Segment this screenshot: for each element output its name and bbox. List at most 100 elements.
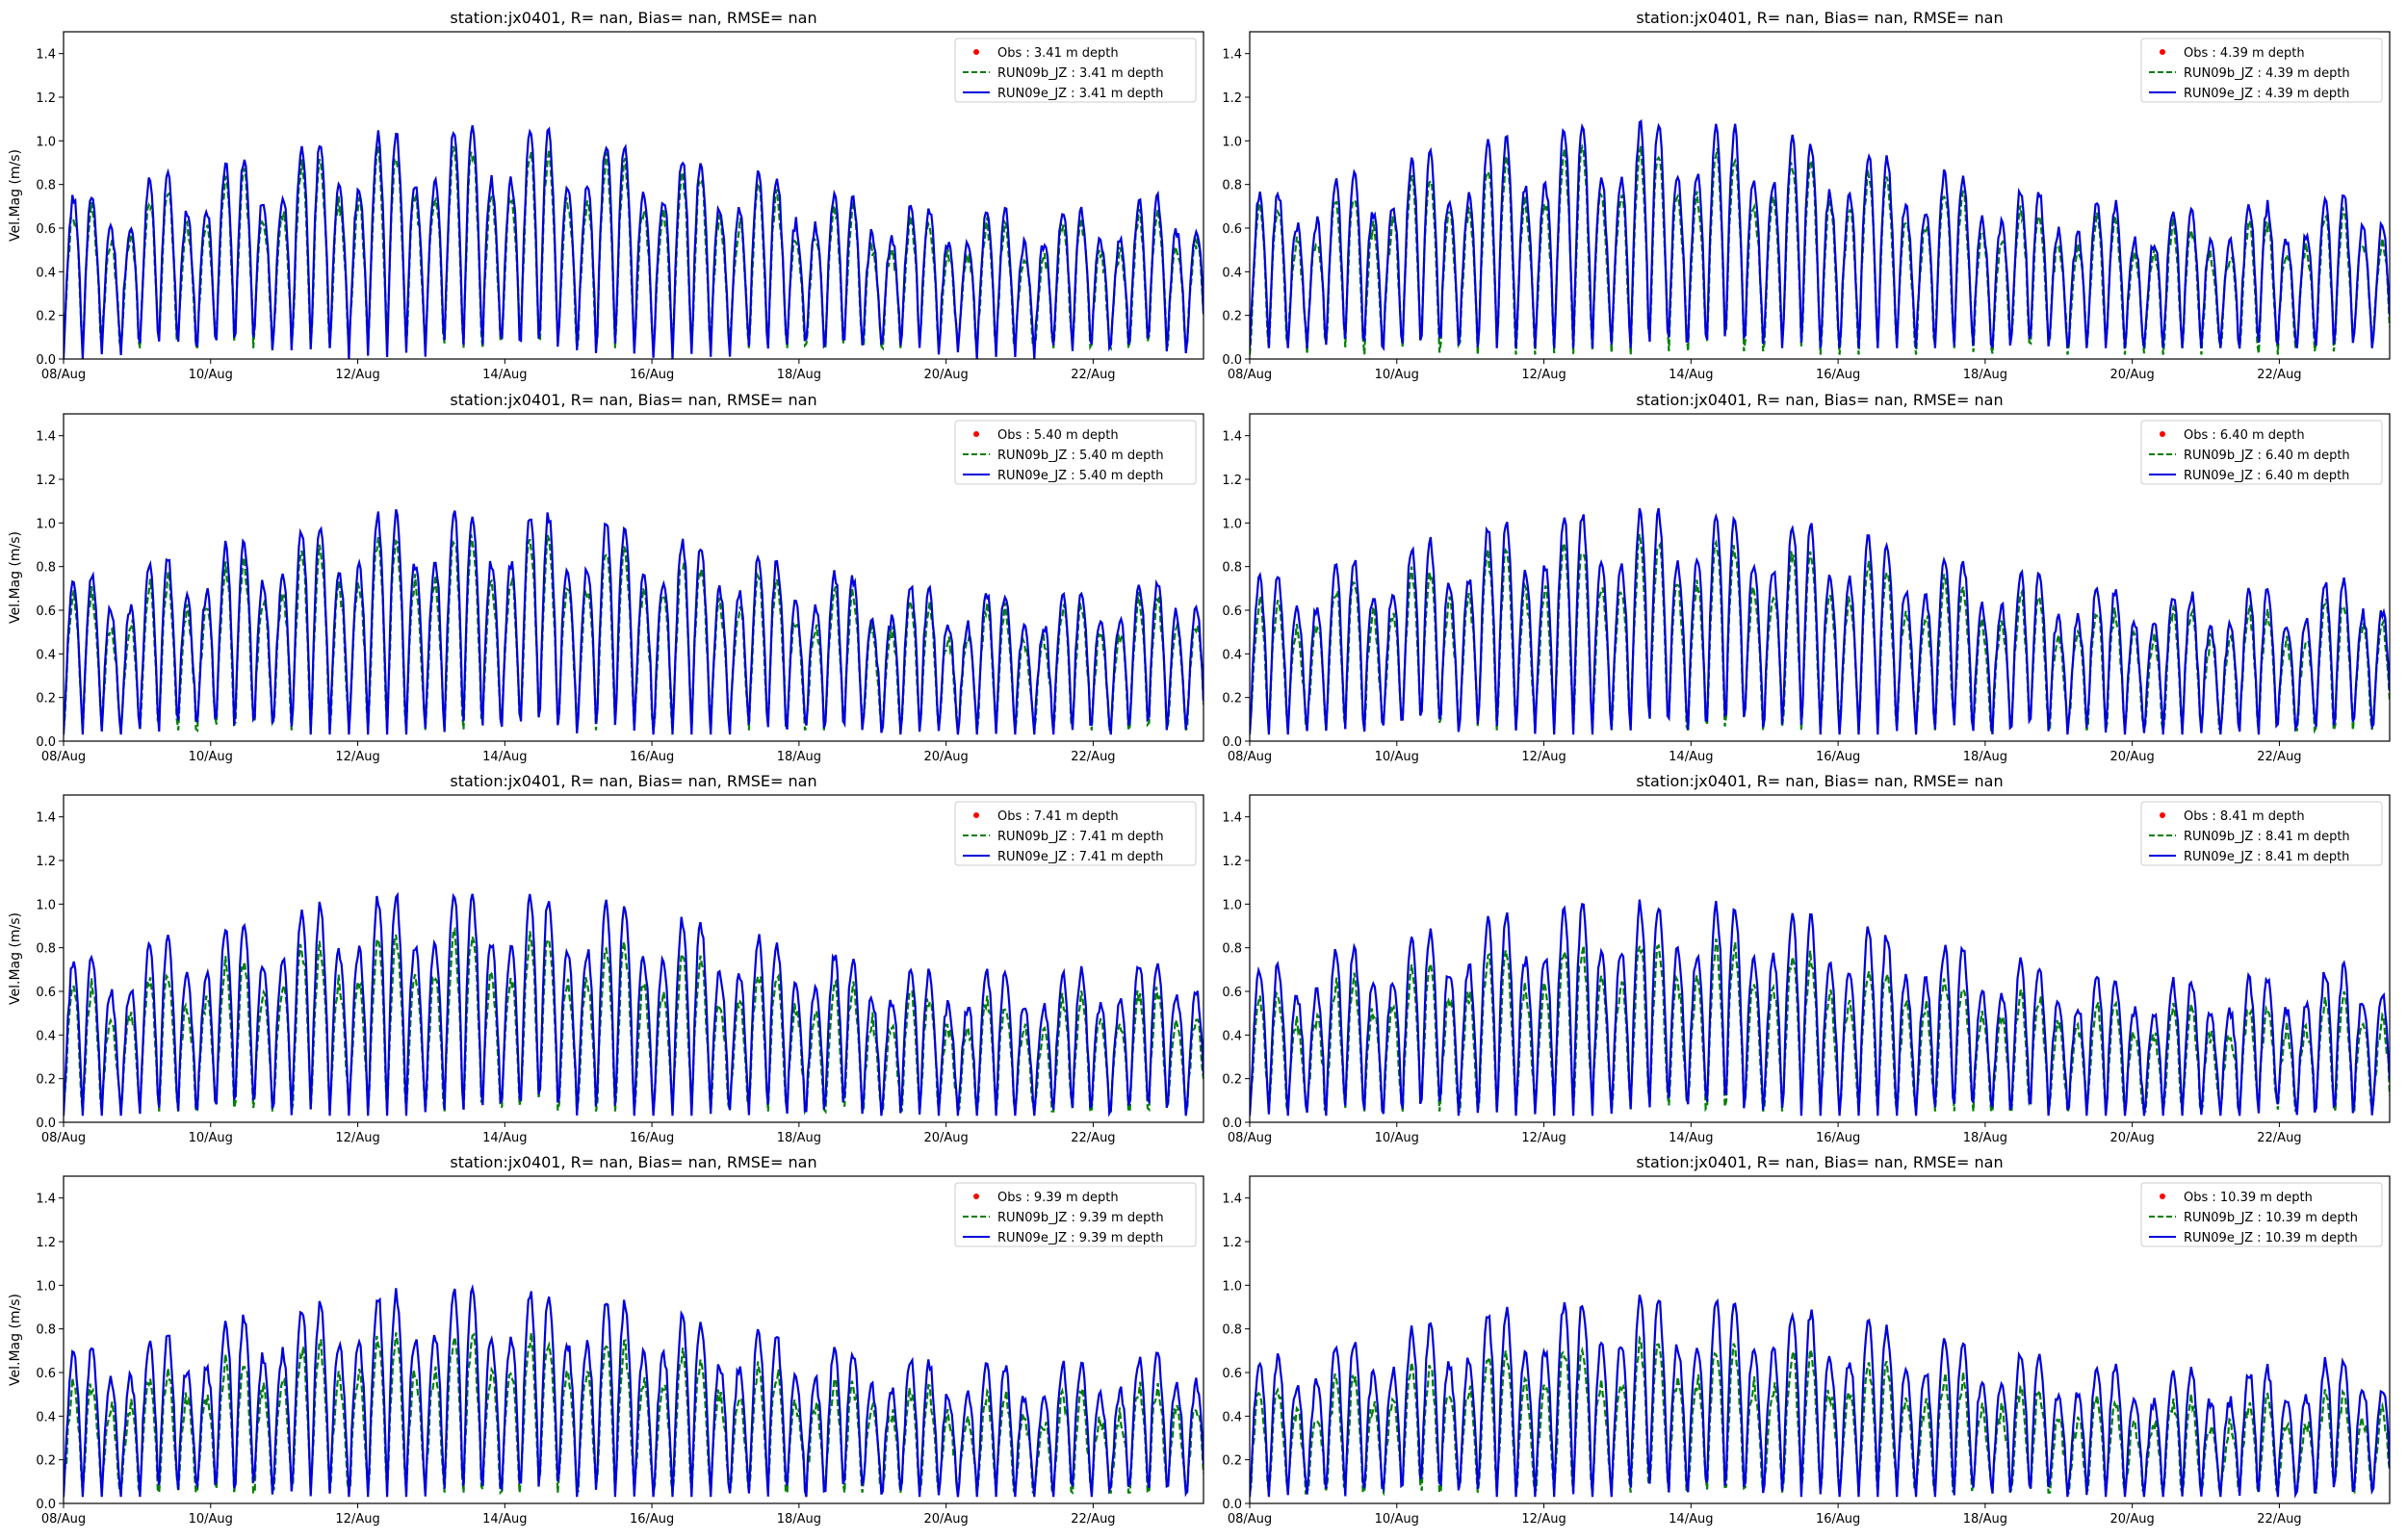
x-tick-label: 20/Aug [923, 368, 968, 382]
chart-panel-7: station:jx0401, R= nan, Bias= nan, RMSE=… [8, 1153, 1204, 1527]
legend-entry-label: Obs : 6.40 m depth [2184, 428, 2305, 443]
y-tick-label: 0.8 [1222, 561, 1242, 576]
legend-entry-label: RUN09e_JZ : 4.39 m depth [2184, 87, 2349, 101]
y-tick-label: 1.0 [1222, 517, 1242, 531]
y-tick-label: 0.8 [1222, 1323, 1242, 1338]
x-tick-label: 20/Aug [923, 1512, 968, 1527]
x-tick-label: 16/Aug [630, 750, 674, 764]
y-tick-label: 1.0 [36, 1279, 56, 1294]
y-tick-label: 0.4 [1222, 1029, 1242, 1043]
y-tick-label: 0.6 [1222, 1367, 1242, 1381]
y-axis-label: Vel.Mag (m/s) [8, 1294, 23, 1386]
x-tick-label: 16/Aug [630, 1512, 674, 1527]
x-tick-label: 12/Aug [335, 750, 379, 764]
y-tick-label: 1.2 [36, 474, 56, 488]
series-line-run09e [1250, 899, 2390, 1116]
x-tick-label: 14/Aug [482, 750, 527, 764]
series-line-run09e [64, 509, 1204, 735]
y-tick-label: 0.4 [1222, 1410, 1242, 1424]
x-tick-label: 22/Aug [2257, 1512, 2301, 1527]
plot-frame [1249, 413, 2391, 742]
y-tick-label: 0.6 [1222, 986, 1242, 1000]
x-tick-label: 10/Aug [189, 1512, 233, 1527]
y-tick-label: 1.4 [1222, 1193, 1242, 1207]
y-tick-label: 0.2 [36, 1073, 56, 1088]
y-tick-label: 0.2 [36, 692, 56, 706]
y-tick-label: 0.4 [1222, 648, 1242, 662]
y-tick-label: 1.4 [36, 811, 56, 826]
y-tick-label: 0.0 [36, 1116, 56, 1131]
y-tick-label: 0.0 [1222, 735, 1242, 750]
y-tick-label: 1.0 [36, 898, 56, 912]
x-tick-label: 16/Aug [1816, 368, 1860, 382]
y-axis-label: Vel.Mag (m/s) [8, 149, 23, 242]
y-tick-label: 0.8 [36, 1323, 56, 1338]
legend-entry-label: RUN09e_JZ : 10.39 m depth [2184, 1231, 2358, 1245]
legend-entry-label: Obs : 7.41 m depth [997, 809, 1119, 824]
y-tick-label: 1.2 [1222, 474, 1242, 488]
x-tick-label: 14/Aug [1669, 1512, 1713, 1527]
chart-panel-8: station:jx0401, R= nan, Bias= nan, RMSE=… [1222, 1153, 2391, 1527]
legend-box [2140, 38, 2383, 103]
x-tick-label: 14/Aug [1669, 1131, 1713, 1145]
x-tick-label: 20/Aug [2109, 368, 2154, 382]
series-line-run09e [1250, 507, 2390, 735]
x-tick-label: 18/Aug [777, 368, 821, 382]
legend-box [2140, 801, 2383, 866]
x-tick-label: 08/Aug [41, 1131, 86, 1145]
legend-marker-obs [973, 431, 979, 437]
y-axis-label: Vel.Mag (m/s) [8, 912, 23, 1005]
legend-entry-label: RUN09e_JZ : 5.40 m depth [997, 469, 1163, 483]
y-tick-label: 0.0 [36, 1498, 56, 1512]
x-tick-label: 08/Aug [1228, 750, 1272, 764]
legend-box [2140, 1182, 2383, 1247]
legend-marker-obs [973, 49, 979, 55]
y-tick-label: 1.0 [36, 517, 56, 531]
x-tick-label: 22/Aug [1071, 1131, 1115, 1145]
x-tick-label: 08/Aug [41, 1512, 86, 1527]
chart-panel-6: station:jx0401, R= nan, Bias= nan, RMSE=… [1222, 772, 2391, 1145]
y-tick-label: 0.6 [36, 986, 56, 1000]
chart-title: station:jx0401, R= nan, Bias= nan, RMSE=… [450, 772, 816, 790]
y-tick-label: 0.8 [36, 179, 56, 193]
y-tick-label: 1.0 [1222, 1279, 1242, 1294]
x-tick-label: 18/Aug [777, 1131, 821, 1145]
y-tick-label: 0.2 [1222, 1454, 1242, 1469]
legend-marker-obs [973, 812, 979, 818]
x-tick-label: 18/Aug [1963, 1512, 2007, 1527]
y-tick-label: 1.4 [1222, 811, 1242, 826]
legend-entry-label: Obs : 4.39 m depth [2184, 46, 2305, 61]
x-tick-label: 08/Aug [41, 750, 86, 764]
x-tick-label: 22/Aug [2257, 368, 2301, 382]
plot-frame [1249, 1175, 2391, 1504]
legend-marker-obs [2160, 812, 2165, 818]
y-tick-label: 0.4 [36, 648, 56, 662]
legend-entry-label: RUN09e_JZ : 6.40 m depth [2184, 469, 2349, 483]
legend-box [954, 38, 1197, 103]
x-tick-label: 12/Aug [335, 368, 379, 382]
y-tick-label: 1.4 [36, 430, 56, 445]
y-tick-label: 1.4 [36, 48, 56, 63]
legend-marker-obs [2160, 49, 2165, 55]
y-tick-label: 0.0 [36, 353, 56, 368]
x-tick-label: 14/Aug [482, 368, 527, 382]
chart-panel-4: station:jx0401, R= nan, Bias= nan, RMSE=… [1222, 391, 2391, 764]
x-tick-label: 18/Aug [777, 1512, 821, 1527]
chart-panel-2: station:jx0401, R= nan, Bias= nan, RMSE=… [1222, 9, 2391, 382]
legend-box [2140, 420, 2383, 485]
y-tick-label: 0.2 [1222, 1073, 1242, 1088]
chart-title: station:jx0401, R= nan, Bias= nan, RMSE=… [1636, 1153, 2003, 1171]
plot-frame [63, 31, 1204, 360]
x-tick-label: 20/Aug [2109, 1512, 2154, 1527]
legend-entry-label: RUN09b_JZ : 7.41 m depth [997, 830, 1164, 844]
x-tick-label: 20/Aug [923, 1131, 968, 1145]
x-tick-label: 12/Aug [335, 1512, 379, 1527]
series-line-run09e [64, 891, 1204, 1117]
x-tick-label: 20/Aug [2109, 1131, 2154, 1145]
y-tick-label: 1.2 [1222, 91, 1242, 106]
plot-frame [63, 413, 1204, 742]
y-tick-label: 0.4 [36, 1410, 56, 1424]
x-tick-label: 14/Aug [1669, 750, 1713, 764]
legend-entry-label: Obs : 10.39 m depth [2184, 1191, 2313, 1205]
